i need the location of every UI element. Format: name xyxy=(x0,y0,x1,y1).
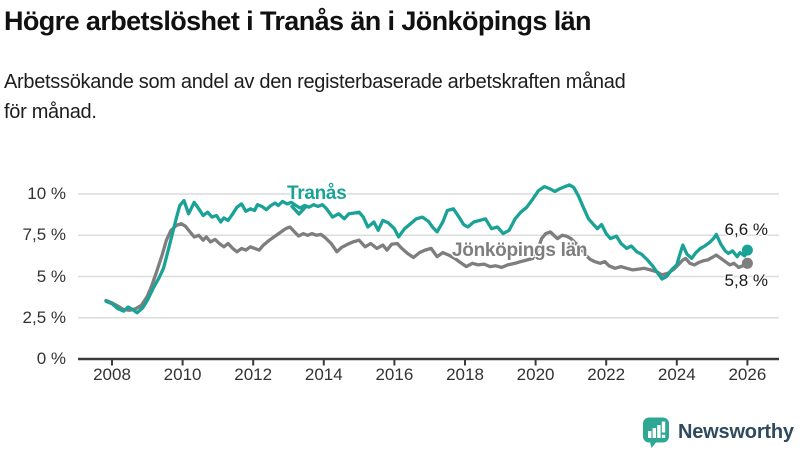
y-tick-label: 10 % xyxy=(27,184,66,203)
x-axis xyxy=(78,357,779,366)
series-label-tranas: Tranås xyxy=(287,183,347,204)
newsworthy-logo-text: Newsworthy xyxy=(678,420,794,443)
chart-subtitle-line2: för månad. xyxy=(4,101,97,123)
x-tick-label: 2022 xyxy=(587,365,626,384)
x-tick-label: 2008 xyxy=(93,365,131,384)
x-tick-label: 2016 xyxy=(375,365,414,384)
jonkoping-line xyxy=(104,222,750,312)
x-tick-label: 2020 xyxy=(516,365,555,384)
tranas-end-dot xyxy=(741,244,753,256)
series-label-jonkoping: Jönköpings län xyxy=(452,240,588,261)
newsworthy-logo[interactable]: Newsworthy xyxy=(642,415,794,449)
tranas-pointer-arrow-icon xyxy=(290,204,308,216)
tranas-line xyxy=(104,183,750,315)
jonkoping-end-dot xyxy=(741,257,753,269)
x-tick-label: 2024 xyxy=(657,365,696,384)
x-tick-label: 2014 xyxy=(304,365,343,384)
x-tick-label: 2010 xyxy=(163,365,202,384)
newsworthy-logo-icon xyxy=(643,417,669,448)
end-value-tranas: 6,6 % xyxy=(724,220,768,239)
page-title: Högre arbetslöshet i Tranås än i Jönköpi… xyxy=(4,6,592,36)
y-tick-label: 7,5 % xyxy=(22,225,66,245)
end-value-jonkoping: 5,8 % xyxy=(724,271,768,290)
chart-subtitle-line1: Arbetssökande som andel av den registerb… xyxy=(4,71,626,93)
x-tick-label: 2026 xyxy=(728,365,767,384)
gridlines xyxy=(78,193,779,319)
y-tick-label: 0 % xyxy=(36,349,66,368)
x-tick-label: 2018 xyxy=(446,365,484,384)
x-tick-label: 2012 xyxy=(234,365,273,384)
y-tick-label: 2,5 % xyxy=(22,307,66,327)
chart-series xyxy=(104,183,753,315)
y-tick-label: 5 % xyxy=(36,266,66,286)
